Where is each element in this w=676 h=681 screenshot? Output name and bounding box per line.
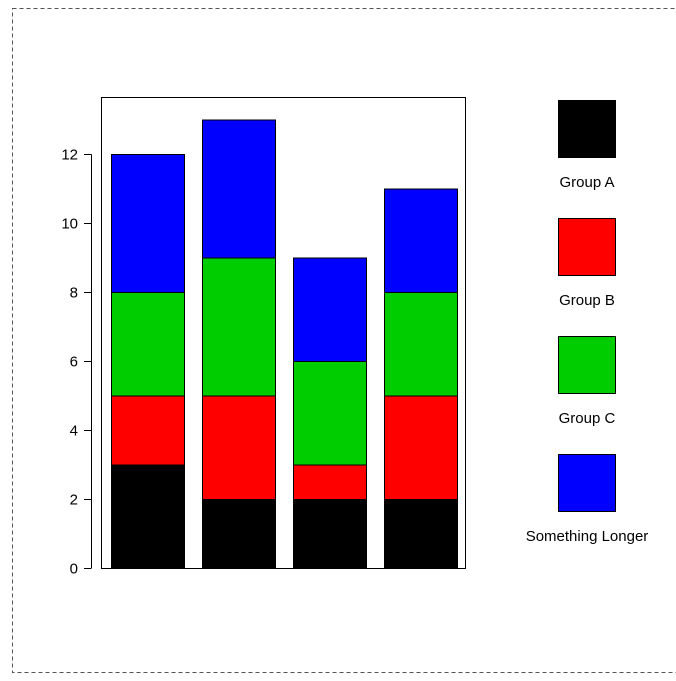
legend-swatch-2 — [558, 218, 616, 276]
bar-segment-group-c-3 — [293, 361, 367, 466]
legend-label-3: Group C — [559, 410, 616, 427]
bar-segment-group-a-4 — [384, 499, 458, 569]
bar-segment-group-a-2 — [202, 499, 276, 569]
y-tick-label-4: 4 — [70, 423, 78, 440]
bar-segment-something-longer-3 — [293, 257, 367, 362]
bars — [111, 119, 458, 569]
y-tick-label-12: 12 — [61, 147, 78, 164]
bar-segment-something-longer-2 — [202, 119, 276, 259]
bar-segment-group-c-4 — [384, 292, 458, 397]
legend-label-2: Group B — [559, 292, 615, 309]
bar-segment-group-c-2 — [202, 257, 276, 397]
bar-segment-group-b-2 — [202, 395, 276, 500]
legend-label-4: Something Longer — [526, 528, 649, 545]
plot-frame — [101, 97, 466, 569]
figure-border — [12, 8, 676, 673]
legend-swatch-3 — [558, 336, 616, 394]
y-tick-label-8: 8 — [70, 285, 78, 302]
y-tick-label-0: 0 — [70, 561, 78, 578]
legend-label-1: Group A — [559, 174, 614, 191]
bar-segment-group-a-3 — [293, 499, 367, 569]
bar-segment-group-b-1 — [111, 395, 185, 466]
bar-segment-group-b-4 — [384, 395, 458, 500]
bar-segment-group-a-1 — [111, 464, 185, 569]
legend: Group A Group B Group C Something Longer — [526, 100, 649, 545]
y-tick-label-2: 2 — [70, 492, 78, 509]
bar-segment-group-c-1 — [111, 292, 185, 397]
legend-swatch-4 — [558, 454, 616, 512]
y-axis: 0 2 4 6 8 10 12 — [61, 147, 92, 578]
legend-swatch-1 — [558, 100, 616, 158]
bar-segment-group-b-3 — [293, 464, 367, 500]
y-tick-label-10: 10 — [61, 216, 78, 233]
y-tick-label-6: 6 — [70, 354, 78, 371]
bar-segment-something-longer-4 — [384, 188, 458, 293]
bar-segment-something-longer-1 — [111, 154, 185, 293]
